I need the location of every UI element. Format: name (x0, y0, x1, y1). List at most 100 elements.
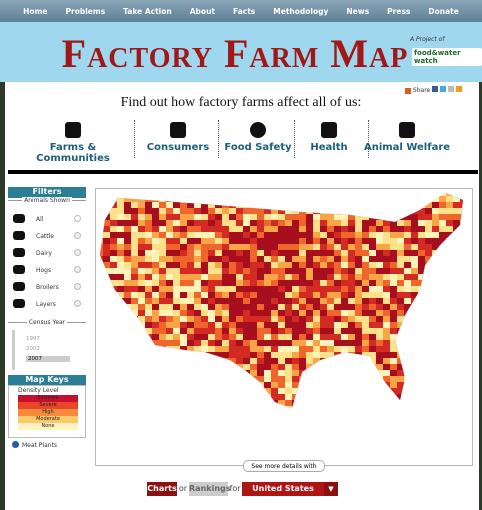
county-patch (369, 196, 377, 203)
county-patch (278, 298, 286, 305)
nav-link[interactable]: About (189, 7, 216, 16)
radio[interactable] (74, 232, 81, 239)
nav-link[interactable]: Press (387, 7, 411, 16)
topic-icon[interactable] (170, 122, 186, 138)
county-patch (145, 388, 153, 395)
topic-link[interactable]: Health (310, 142, 348, 153)
county-patch (278, 370, 286, 377)
animal-label[interactable]: Dairy (36, 250, 52, 257)
county-patch (397, 256, 405, 263)
county-patch (271, 388, 279, 395)
county-patch (418, 280, 426, 287)
county-patch (460, 220, 463, 227)
county-patch (124, 280, 132, 287)
county-patch (306, 208, 314, 215)
nav-link[interactable]: Take Action (123, 7, 172, 16)
radio[interactable] (74, 266, 81, 273)
nav-link[interactable]: Donate (428, 7, 459, 16)
county-patch (278, 394, 286, 401)
county-patch (194, 358, 202, 365)
county-patch (313, 322, 321, 329)
county-patch (313, 394, 321, 401)
county-patch (376, 406, 384, 408)
animal-label[interactable]: All (36, 216, 44, 223)
county-patch (117, 322, 125, 329)
county-patch (299, 220, 307, 227)
county-patch (292, 304, 300, 311)
county-patch (299, 196, 307, 203)
nav-link[interactable]: Problems (65, 7, 106, 16)
county-patch (334, 382, 342, 389)
county-patch (173, 262, 181, 269)
topic-icon[interactable] (250, 122, 266, 138)
county-patch (278, 262, 286, 269)
animal-label[interactable]: Broilers (36, 284, 59, 291)
county-patch (425, 208, 433, 215)
nav-link[interactable]: Facts (233, 7, 256, 16)
animal-label[interactable]: Layers (36, 301, 56, 308)
county-patch (467, 400, 472, 406)
year-slider[interactable] (12, 330, 15, 370)
nav-link[interactable]: News (346, 7, 370, 16)
animal-label[interactable]: Cattle (36, 233, 54, 240)
county-patch (446, 328, 454, 335)
county-patch (159, 394, 167, 401)
topic-icon[interactable] (399, 122, 415, 138)
topic-icon[interactable] (65, 122, 81, 138)
county-patch (446, 406, 454, 408)
county-patch (453, 376, 461, 383)
animal-label[interactable]: Hogs (36, 267, 52, 274)
year-option[interactable]: 1997 (26, 336, 40, 342)
charts-link[interactable]: Charts (147, 482, 177, 496)
details-button[interactable]: See more details with (243, 460, 325, 472)
county-patch (138, 394, 146, 401)
year-option[interactable]: 2002 (26, 346, 40, 352)
topic-link[interactable]: Consumers (146, 142, 210, 153)
county-patch (306, 202, 314, 209)
radio[interactable] (74, 249, 81, 256)
topic-link[interactable]: Animal Welfare (363, 142, 451, 153)
county-patch (362, 406, 370, 408)
share[interactable]: Share (405, 86, 462, 94)
topic-link[interactable]: Food Safety (224, 142, 292, 153)
county-patch (159, 298, 167, 305)
county-patch (257, 358, 265, 365)
county-patch (306, 382, 314, 389)
region-select[interactable]: United States (242, 482, 324, 496)
county-patch (285, 280, 293, 287)
county-patch (320, 382, 328, 389)
radio[interactable] (74, 215, 81, 222)
county-patch (201, 250, 209, 257)
county-patch (215, 298, 223, 305)
county-patch (362, 334, 370, 341)
topic-link[interactable]: Farms & Communities (36, 142, 110, 164)
county-patch (229, 310, 237, 317)
county-patch (411, 202, 419, 209)
county-patch (229, 364, 237, 371)
rankings-link[interactable]: Rankings (189, 482, 231, 496)
county-patch (467, 394, 472, 400)
county-patch (194, 346, 202, 353)
radio[interactable] (74, 283, 81, 290)
county-patch (222, 310, 230, 317)
county-patch (467, 376, 472, 382)
topic-icon[interactable] (321, 122, 337, 138)
nav-link[interactable]: Home (23, 7, 48, 16)
county-patch (257, 328, 265, 335)
county-patch (432, 193, 440, 197)
nav-link[interactable]: Methodology (273, 7, 329, 16)
select-arrow[interactable]: ▼ (324, 482, 338, 496)
year-option[interactable]: 2007 (26, 356, 70, 362)
county-patch (222, 262, 230, 269)
county-patch (460, 310, 463, 317)
county-patch (404, 388, 412, 395)
radio[interactable] (74, 300, 81, 307)
share-label[interactable]: Share (412, 87, 431, 94)
county-patch (138, 298, 146, 305)
county-patch (446, 358, 454, 365)
county-patch (271, 208, 279, 215)
county-patch (243, 352, 251, 359)
county-patch (131, 193, 139, 197)
org-logo[interactable]: food&water watch (412, 48, 482, 66)
meat-plants-label[interactable]: Meat Plants (22, 442, 58, 449)
